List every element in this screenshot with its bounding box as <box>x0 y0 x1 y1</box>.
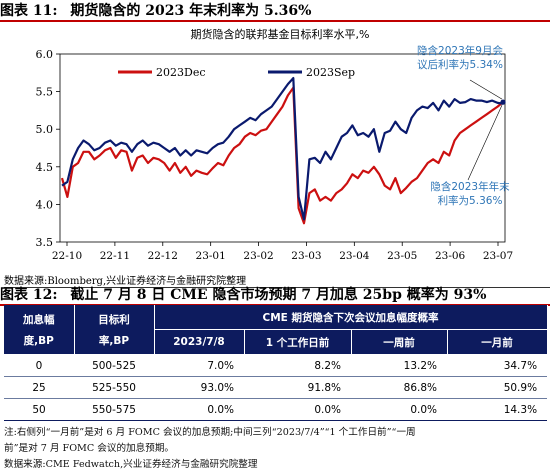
annotation-text: 隐含2023年9月会 <box>417 44 503 57</box>
cell-value: 8.2% <box>244 354 351 377</box>
cell-target: 525-550 <box>74 376 154 399</box>
x-tick-label: 22-11 <box>100 250 130 262</box>
cell-value: 13.2% <box>351 354 447 377</box>
header-1month: 一月前 <box>447 329 548 355</box>
figure-12-label: 图表 12: <box>0 287 58 303</box>
x-tick-label: 23-01 <box>196 250 226 262</box>
annotation-text: 利率为5.36% <box>438 194 503 207</box>
y-tick-label: 5.0 <box>36 123 54 136</box>
header-target-rate: 目标利 率,BP <box>74 305 155 355</box>
header-1day: 1 个工作日前 <box>244 329 352 355</box>
figure-12-title: 图表 12: 截止 7 月 8 日 CME 隐含市场预期 7 月加息 25bp … <box>0 284 550 306</box>
cell-value: 14.3% <box>447 398 548 421</box>
x-tick-label: 22-10 <box>52 250 82 262</box>
cell-value: 50.9% <box>447 376 548 399</box>
legend-label-2023Sep: 2023Sep <box>306 66 355 79</box>
header-1week: 一周前 <box>351 329 448 355</box>
annotation-leader <box>467 105 503 181</box>
cell-value: 0.0% <box>244 398 351 421</box>
cell-value: 86.8% <box>351 376 447 399</box>
cell-target: 550-575 <box>74 398 154 421</box>
figure-12-source: 数据来源:CME Fedwatch,兴业证券经济与金融研究院整理 <box>4 459 258 470</box>
table-row: 25 525-550 93.0% 91.8% 86.8% 50.9% <box>4 376 548 399</box>
x-tick-label: 23-04 <box>339 250 370 262</box>
x-tick-label: 23-05 <box>387 250 417 262</box>
y-tick-label: 3.5 <box>36 236 54 249</box>
y-tick-label: 6.0 <box>36 48 54 61</box>
table-note-line-2: 前”是对 7 月 FOMC 会议的加息预期。 <box>4 443 175 454</box>
x-tick-label: 23-06 <box>435 250 466 262</box>
cell-value: 93.0% <box>154 376 244 399</box>
header-date: 2023/7/8 <box>154 329 245 355</box>
figure-11-title: 图表 11: 期货隐含的 2023 年末利率为 5.36% <box>0 0 550 22</box>
figure-11-source: 数据来源:Bloomberg,兴业证券经济与金融研究院整理 <box>4 272 550 288</box>
y-tick-label: 4.0 <box>36 198 54 211</box>
x-tick-label: 23-03 <box>291 250 321 262</box>
annotation-text: 隐含2023年年末 <box>430 180 510 193</box>
x-tick-label: 22-12 <box>148 250 178 262</box>
cell-value: 7.0% <box>154 354 244 377</box>
chart-title: 期货隐含的联邦基金目标利率水平,% <box>191 27 370 41</box>
cell-value: 0.0% <box>154 398 244 421</box>
cme-probability-table: 加息幅 度,BP 目标利 率,BP CME 期货隐含下次会议加息幅度概率 202… <box>4 305 548 421</box>
header-group: CME 期货隐含下次会议加息幅度概率 <box>154 305 548 330</box>
annotation-leader <box>469 79 503 100</box>
series-line-2023Dec <box>60 86 504 225</box>
endpoint-marker <box>500 99 506 105</box>
series-line-2023Sep <box>61 76 504 221</box>
plot-frame <box>59 53 506 243</box>
rate-chart: 期货隐含的联邦基金目标利率水平,% 3.5 4.0 4.5 5.0 5.5 6.0 22-1… <box>36 27 514 262</box>
annotation-text: 议后利率为5.34% <box>417 58 503 71</box>
figure-12-title-text: 截止 7 月 8 日 CME 隐含市场预期 7 月加息 25bp 概率为 93% <box>70 287 487 303</box>
y-tick-label: 4.5 <box>36 161 54 174</box>
cell-hike: 25 <box>4 376 74 399</box>
x-tick-label: 23-07 <box>483 250 513 262</box>
header-hike-size: 加息幅 度,BP <box>4 305 75 355</box>
x-tick-label: 23-02 <box>243 250 273 262</box>
figure-11-title-text: 期货隐含的 2023 年末利率为 5.36% <box>70 3 312 19</box>
cell-target: 500-525 <box>74 354 154 377</box>
cell-hike: 50 <box>4 398 74 421</box>
legend-label-2023Dec: 2023Dec <box>156 66 205 79</box>
cell-value: 34.7% <box>447 354 548 377</box>
cell-value: 91.8% <box>244 376 351 399</box>
cell-hike: 0 <box>4 354 74 377</box>
y-tick-label: 5.5 <box>36 86 54 99</box>
table-note-line-1: 注:右侧列“一月前”是对 6 月 FOMC 会议的加息预期;中间三列“2023/… <box>4 427 416 438</box>
title-rule <box>0 20 550 22</box>
table-row: 0 500-525 7.0% 8.2% 13.2% 34.7% <box>4 354 548 377</box>
figure-11-label: 图表 11: <box>0 3 58 19</box>
table-row: 50 550-575 0.0% 0.0% 0.0% 14.3% <box>4 398 548 421</box>
cell-value: 0.0% <box>351 398 447 421</box>
